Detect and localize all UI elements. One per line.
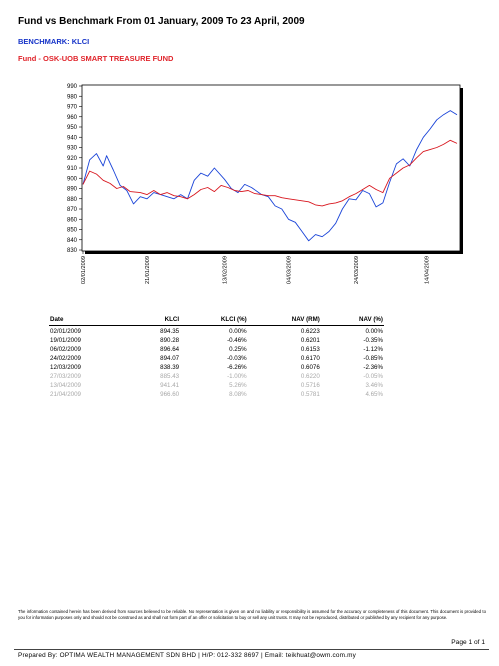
cell-date: 27/03/2009 bbox=[50, 372, 81, 380]
cell-klci: 894.35 bbox=[160, 328, 180, 336]
cell-nav-pct: -0.05% bbox=[363, 372, 383, 380]
x-tick-label: 24/03/2009 bbox=[354, 256, 360, 284]
y-tick-label: 920 bbox=[67, 156, 78, 162]
cell-klci: 966.60 bbox=[160, 390, 180, 398]
cell-klci: 894.07 bbox=[160, 355, 180, 362]
y-tick-label: 910 bbox=[67, 166, 78, 172]
cell-nav-pct: -2.36% bbox=[363, 363, 383, 371]
table-row: 06/02/2009 896.64 0.25% 0.6153 -1.12% bbox=[49, 346, 384, 355]
page-number: Page 1 of 1 bbox=[451, 639, 485, 646]
plot-area bbox=[81, 84, 461, 252]
y-tick-label: 990 bbox=[67, 84, 78, 90]
cell-nav: 0.6076 bbox=[300, 363, 320, 371]
header-klci-pct: KLCI (%) bbox=[180, 316, 248, 326]
cell-nav: 0.6153 bbox=[300, 346, 320, 354]
y-tick-label: 850 bbox=[67, 228, 78, 234]
cell-nav: 0.5781 bbox=[300, 390, 320, 398]
table-row: 02/01/2009 894.35 0.00% 0.6223 0.00% bbox=[49, 326, 384, 337]
cell-date: 02/01/2009 bbox=[50, 328, 81, 336]
x-tick-label: 14/04/2009 bbox=[425, 256, 431, 284]
cell-klci-pct: -0.46% bbox=[227, 337, 247, 345]
cell-klci-pct: 8.08% bbox=[229, 390, 247, 398]
table-row: 13/04/2009 941.41 5.26% 0.5716 3.46% bbox=[49, 381, 384, 390]
cell-date: 12/03/2009 bbox=[50, 363, 81, 371]
cell-klci-pct: 5.26% bbox=[229, 381, 247, 389]
x-tick-label: 04/03/2009 bbox=[287, 256, 293, 284]
y-tick-label: 890 bbox=[67, 187, 78, 193]
fund-line bbox=[82, 139, 458, 207]
cell-klci: 896.64 bbox=[160, 346, 180, 354]
cell-klci: 885.43 bbox=[160, 372, 180, 380]
benchmark-line bbox=[82, 110, 458, 242]
table-row: 21/04/2009 966.60 8.08% 0.5781 4.65% bbox=[49, 390, 384, 399]
y-tick-label: 980 bbox=[67, 94, 78, 100]
cell-nav: 0.6201 bbox=[300, 337, 320, 345]
y-tick-label: 860 bbox=[67, 217, 78, 223]
y-tick-label: 880 bbox=[67, 197, 78, 203]
cell-date: 24/02/2009 bbox=[50, 355, 81, 362]
y-tick-label: 900 bbox=[67, 176, 78, 182]
benchmark-label: BENCHMARK: KLCI bbox=[18, 37, 90, 46]
cell-nav: 0.6170 bbox=[300, 355, 320, 362]
table-row: 12/03/2009 838.39 -6.26% 0.6076 -2.36% bbox=[49, 363, 384, 372]
table-header-row: Date KLCI KLCI (%) NAV (RM) NAV (%) bbox=[49, 316, 384, 326]
y-tick-label: 950 bbox=[67, 125, 78, 131]
cell-klci: 890.28 bbox=[160, 337, 180, 345]
x-tick-label: 13/02/2009 bbox=[223, 256, 229, 284]
cell-nav-pct: 0.00% bbox=[365, 328, 383, 336]
cell-nav-pct: 3.46% bbox=[365, 381, 383, 389]
cell-klci-pct: 0.25% bbox=[229, 346, 247, 354]
cell-nav-pct: -1.12% bbox=[363, 346, 383, 354]
fund-vs-benchmark-chart: 830 840 850 860 870 880 890 900 910 920 930 940 950 9… bbox=[67, 84, 463, 284]
cell-date: 13/04/2009 bbox=[50, 381, 81, 389]
performance-table: Date KLCI KLCI (%) NAV (RM) NAV (%) 02/0… bbox=[49, 316, 384, 399]
cell-nav-pct: -0.85% bbox=[363, 355, 383, 362]
cell-date: 19/01/2009 bbox=[50, 337, 81, 345]
cell-klci-pct: -6.26% bbox=[227, 363, 247, 371]
x-tick-label: 02/01/2009 bbox=[81, 256, 87, 284]
y-tick-label: 830 bbox=[67, 248, 78, 254]
cell-nav-pct: -0.35% bbox=[363, 337, 383, 345]
disclaimer: The information contained herein has bee… bbox=[18, 609, 486, 620]
cell-nav: 0.6220 bbox=[300, 372, 320, 380]
footer-contact: Prepared By: OPTIMA WEALTH MANAGEMENT SD… bbox=[18, 652, 357, 659]
cell-nav: 0.6223 bbox=[300, 328, 320, 336]
fund-label: Fund - OSK-UOB SMART TREASURE FUND bbox=[18, 54, 174, 63]
table-row: 24/02/2009 894.07 -0.03% 0.6170 -0.85% bbox=[49, 355, 384, 364]
header-date: Date bbox=[49, 316, 130, 326]
cell-nav: 0.5716 bbox=[300, 381, 320, 389]
y-tick-label: 930 bbox=[67, 146, 78, 152]
y-tick-label: 840 bbox=[67, 238, 78, 244]
cell-klci: 838.39 bbox=[160, 363, 180, 371]
y-tick-label: 970 bbox=[67, 105, 78, 111]
header-nav: NAV (RM) bbox=[247, 316, 321, 326]
y-tick-label: 870 bbox=[67, 207, 78, 213]
cell-klci-pct: 0.00% bbox=[229, 328, 247, 336]
report-title: Fund vs Benchmark From 01 January, 2009 … bbox=[18, 16, 305, 27]
cell-klci-pct: -0.03% bbox=[227, 355, 247, 362]
y-tick-label: 940 bbox=[67, 135, 78, 141]
cell-klci: 941.41 bbox=[160, 381, 180, 389]
footer-divider bbox=[14, 649, 489, 650]
y-tick-label: 960 bbox=[67, 115, 78, 121]
table-row: 27/03/2009 885.43 -1.00% 0.6220 -0.05% bbox=[49, 372, 384, 381]
cell-klci-pct: -1.00% bbox=[227, 372, 247, 380]
header-nav-pct: NAV (%) bbox=[320, 316, 384, 326]
header-klci: KLCI bbox=[129, 316, 181, 326]
cell-nav-pct: 4.65% bbox=[365, 390, 383, 398]
x-tick-label: 21/01/2009 bbox=[145, 256, 151, 284]
table-row: 19/01/2009 890.28 -0.46% 0.6201 -0.35% bbox=[49, 337, 384, 346]
cell-date: 06/02/2009 bbox=[50, 346, 81, 354]
cell-date: 21/04/2009 bbox=[50, 390, 81, 398]
